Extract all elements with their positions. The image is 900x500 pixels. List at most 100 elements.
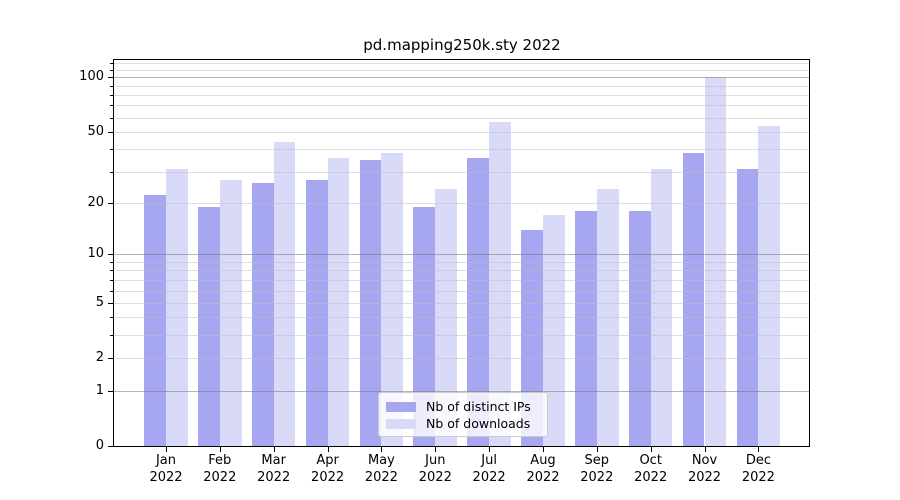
x-tick	[219, 447, 221, 452]
y-minor-tick	[110, 62, 113, 64]
y-tick-label: 50	[87, 123, 104, 139]
legend-row-downloads: Nb of downloads	[386, 416, 539, 432]
minor-gridline	[114, 335, 809, 337]
bar-nb-of-downloads-apr	[327, 157, 350, 446]
minor-gridline	[114, 290, 809, 292]
bar-nb-of-downloads-aug	[542, 215, 565, 446]
plot-area	[113, 59, 810, 447]
legend: Nb of distinct IPs Nb of downloads	[378, 392, 548, 437]
y-tick-label: 5	[95, 294, 104, 310]
minor-gridline	[114, 62, 809, 64]
x-tick	[166, 447, 167, 452]
x-tick	[543, 447, 544, 452]
bar-nb-of-downloads-mar	[273, 141, 296, 446]
y-tick-label: 100	[79, 69, 104, 85]
y-minor-tick	[110, 262, 113, 263]
minor-gridline	[114, 262, 809, 263]
minor-gridline	[114, 149, 809, 151]
y-minor-tick	[110, 85, 113, 87]
y-tick	[108, 358, 113, 360]
minor-gridline	[114, 279, 809, 281]
y-minor-tick	[110, 270, 113, 272]
major-gridline	[114, 77, 809, 79]
x-tick	[758, 447, 760, 452]
y-minor-tick	[110, 171, 113, 173]
bar-nb-of-distinct-ips-sep	[575, 210, 597, 446]
chart-title: pd.mapping250k.sty 2022	[363, 36, 561, 54]
minor-gridline	[114, 302, 809, 304]
bar-nb-of-distinct-ips-aug	[521, 229, 543, 446]
x-tick-label: Jul 2022	[472, 453, 506, 485]
bar-nb-of-distinct-ips-jul	[467, 157, 490, 446]
legend-swatch-downloads	[386, 419, 416, 429]
x-tick	[327, 447, 329, 452]
y-tick-label: 1	[95, 382, 104, 398]
legend-label-downloads: Nb of downloads	[426, 416, 531, 431]
y-tick	[108, 254, 113, 256]
bar-nb-of-downloads-dec	[758, 125, 781, 446]
x-tick	[650, 447, 652, 452]
legend-row-distinct-ips: Nb of distinct IPs	[386, 399, 539, 415]
x-tick	[273, 447, 275, 452]
bar-nb-of-downloads-may	[381, 153, 404, 446]
major-gridline	[114, 254, 809, 256]
minor-gridline	[114, 131, 809, 133]
x-tick-label: Feb 2022	[203, 453, 237, 485]
minor-gridline	[114, 270, 809, 272]
minor-gridline	[114, 358, 809, 360]
bar-nb-of-distinct-ips-mar	[251, 182, 274, 446]
y-minor-tick	[110, 335, 113, 337]
x-tick-label: Apr 2022	[311, 453, 345, 485]
minor-gridline	[114, 94, 809, 96]
bar-nb-of-distinct-ips-jun	[413, 206, 436, 446]
bar-nb-of-downloads-jul	[489, 121, 511, 446]
legend-swatch-distinct-ips	[386, 402, 416, 412]
legend-label-distinct-ips: Nb of distinct IPs	[426, 399, 531, 414]
bar-nb-of-distinct-ips-feb	[198, 206, 220, 446]
minor-gridline	[114, 117, 809, 119]
bar-nb-of-distinct-ips-nov	[682, 153, 705, 446]
bar-nb-of-distinct-ips-jan	[144, 195, 166, 446]
bar-nb-of-downloads-nov	[704, 77, 727, 446]
major-gridline	[114, 390, 809, 392]
y-tick-label: 0	[95, 438, 104, 453]
x-tick-label: Mar 2022	[257, 453, 291, 485]
x-tick	[596, 447, 598, 452]
bar-nb-of-distinct-ips-dec	[736, 169, 759, 446]
x-tick	[435, 447, 437, 452]
bar-nb-of-distinct-ips-oct	[628, 210, 651, 446]
bar-nb-of-downloads-feb	[219, 179, 242, 446]
x-tick-label: Sep 2022	[580, 453, 614, 485]
y-tick	[108, 302, 113, 304]
x-tick-label: Oct 2022	[634, 453, 668, 485]
x-tick	[489, 447, 491, 452]
minor-gridline	[114, 317, 809, 319]
y-minor-tick	[110, 117, 113, 119]
minor-gridline	[114, 171, 809, 173]
y-minor-tick	[110, 279, 113, 281]
y-tick-label: 2	[95, 350, 104, 366]
y-tick	[108, 446, 113, 447]
x-tick-label: Jun 2022	[418, 453, 452, 485]
x-tick	[381, 447, 383, 452]
y-tick	[108, 202, 113, 204]
y-tick	[108, 390, 113, 392]
y-minor-tick	[110, 149, 113, 151]
bar-nb-of-downloads-jan	[166, 169, 188, 446]
y-tick-label: 20	[87, 194, 104, 210]
y-minor-tick	[110, 94, 113, 96]
minor-gridline	[114, 69, 809, 71]
x-tick-label: May 2022	[364, 453, 398, 485]
x-tick-label: Nov 2022	[687, 453, 722, 485]
minor-gridline	[114, 202, 809, 204]
x-tick-label: Aug 2022	[526, 453, 560, 485]
x-tick	[704, 447, 706, 452]
y-tick-label: 10	[87, 246, 104, 262]
y-minor-tick	[110, 69, 113, 71]
y-minor-tick	[110, 317, 113, 319]
bar-nb-of-downloads-oct	[650, 169, 673, 446]
minor-gridline	[114, 105, 809, 107]
y-minor-tick	[110, 105, 113, 107]
y-tick	[108, 131, 113, 133]
